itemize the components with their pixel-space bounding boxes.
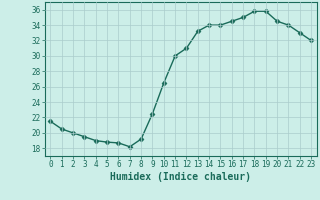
X-axis label: Humidex (Indice chaleur): Humidex (Indice chaleur)	[110, 172, 251, 182]
